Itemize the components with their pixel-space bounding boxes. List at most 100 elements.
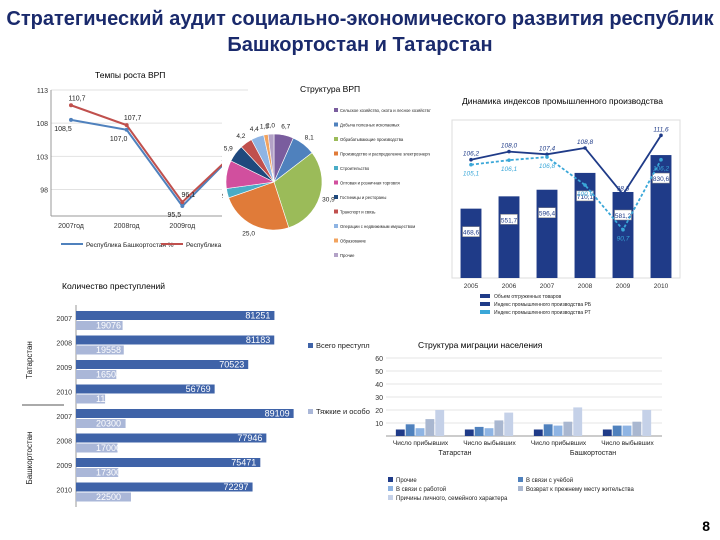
- bar: [494, 420, 504, 436]
- slide-title: Стратегический аудит социально-экономиче…: [6, 8, 714, 56]
- index-label: 108,0: [501, 143, 518, 150]
- y-tick-label: 20: [375, 408, 383, 415]
- y-tick-label: 60: [375, 356, 383, 363]
- legend-swatch: [308, 343, 313, 348]
- legend-label: Строительство: [340, 166, 370, 171]
- bar-grave: [76, 419, 126, 428]
- index-line: [470, 134, 662, 197]
- legend-label: Всего преступлений: [316, 341, 370, 350]
- legend-swatch: [480, 302, 490, 306]
- slice-label: 25,0: [242, 231, 255, 238]
- group-label: Татарстан: [25, 341, 34, 379]
- index-label: 106,2: [463, 151, 480, 158]
- pie-slice: [273, 152, 323, 229]
- bar-value-label: 581,2: [615, 213, 632, 220]
- bar-grave: [76, 443, 118, 453]
- bar: [632, 421, 642, 436]
- bar: [650, 155, 672, 278]
- legend-label: Индекс промышленного производства РБ: [494, 302, 592, 308]
- bar: [563, 421, 573, 436]
- legend-swatch: [388, 486, 393, 491]
- bar-grave-label: 22500: [96, 492, 121, 502]
- legend-label: Объем отгруженных товаров: [494, 294, 561, 300]
- bar-grave-label: 20300: [96, 419, 121, 429]
- x-tick-label: 2008год: [114, 223, 140, 230]
- legend-label: Прочие: [396, 478, 417, 484]
- bar-total: [76, 458, 261, 467]
- data-point: [180, 204, 185, 209]
- x-tick-label: Число выбывших: [463, 439, 516, 447]
- index-point: [583, 183, 587, 187]
- legend-label: Индекс промышленного производства РТ: [494, 310, 591, 316]
- year-label: 2010: [56, 390, 72, 397]
- bar: [612, 425, 622, 436]
- x-tick-label: 2010: [654, 283, 669, 290]
- bar-grave: [76, 394, 106, 404]
- bar-total-label: 81251: [245, 311, 270, 321]
- slice-label: 3,2: [222, 193, 223, 200]
- grp-structure-caption: Структура ВРП: [300, 84, 361, 94]
- legend-swatch: [388, 495, 393, 500]
- legend-swatch: [480, 294, 490, 298]
- y-tick-label: 40: [375, 382, 383, 389]
- legend-label: Образование: [340, 239, 367, 244]
- legend-label: Гостиницы и рестораны: [340, 195, 386, 200]
- page-number: 8: [702, 518, 710, 534]
- y-tick-label: 108: [36, 121, 48, 128]
- bar-label-box: [538, 207, 556, 218]
- x-tick-label: Число прибывших: [393, 439, 449, 447]
- x-tick-label: 2005: [464, 283, 479, 290]
- x-tick-label: 2007: [540, 283, 555, 290]
- bar: [543, 424, 553, 436]
- slice-label: 4,2: [236, 133, 245, 140]
- bar-total: [76, 482, 253, 492]
- index-label: 106,1: [501, 166, 518, 173]
- index-point: [621, 227, 625, 232]
- y-tick-label: 98: [40, 187, 48, 194]
- year-label: 2009: [56, 463, 72, 470]
- industrial-index-chart: 468,6 2005 551,7 2006 596,4 2007 710,1 2008 581,…: [430, 110, 692, 322]
- slice-label: 30,9: [322, 196, 335, 203]
- bar-total-label: 77946: [237, 433, 262, 443]
- bar-total: [76, 360, 249, 369]
- data-label: 107,7: [124, 115, 142, 122]
- slice-label: 2,0: [266, 123, 275, 130]
- bar-label-box: [500, 214, 518, 225]
- bar: [484, 428, 494, 436]
- bar: [553, 425, 563, 436]
- bar-total: [76, 409, 294, 418]
- legend-swatch: [334, 122, 338, 127]
- slice-label: 5,9: [224, 145, 233, 152]
- legend-swatch: [388, 477, 393, 482]
- index-point: [659, 133, 663, 138]
- bar-total-label: 89109: [265, 409, 290, 419]
- legend-label: Оптовая и розничная торговля: [340, 181, 400, 186]
- y-tick-label: 113: [37, 88, 48, 95]
- series-line: [70, 118, 239, 208]
- index-point: [545, 155, 549, 159]
- data-point: [124, 123, 129, 128]
- index-label: 107,4: [539, 145, 556, 152]
- year-label: 2010: [56, 488, 72, 495]
- grp-growth-caption: Темпы роста ВРП: [95, 70, 166, 80]
- bar: [395, 429, 405, 436]
- bar-total-label: 72297: [224, 482, 249, 492]
- legend-swatch: [518, 477, 523, 482]
- group-label: Башкортостан: [570, 450, 616, 457]
- bar: [574, 172, 596, 278]
- bar: [498, 196, 520, 278]
- year-label: 2009: [56, 365, 72, 372]
- bar-label-box: [614, 209, 632, 221]
- bar: [573, 407, 583, 436]
- bar-grave-label: 17300: [96, 468, 121, 478]
- legend-label: Сельское хозяйство, охота и лесное хозяй…: [340, 108, 432, 113]
- legend-swatch: [334, 253, 338, 257]
- bar-total-label: 81183: [246, 335, 270, 345]
- year-label: 2007: [56, 316, 72, 323]
- crimes-chart: 2007 81251 19076 2008 81183 19558 2009 70523 165…: [18, 293, 370, 523]
- bar: [504, 412, 514, 436]
- index-point: [469, 157, 473, 162]
- legend-label: В связи с работой: [396, 486, 446, 493]
- group-label: Башкортостан: [25, 432, 34, 485]
- slice-label: 6,7: [281, 124, 290, 131]
